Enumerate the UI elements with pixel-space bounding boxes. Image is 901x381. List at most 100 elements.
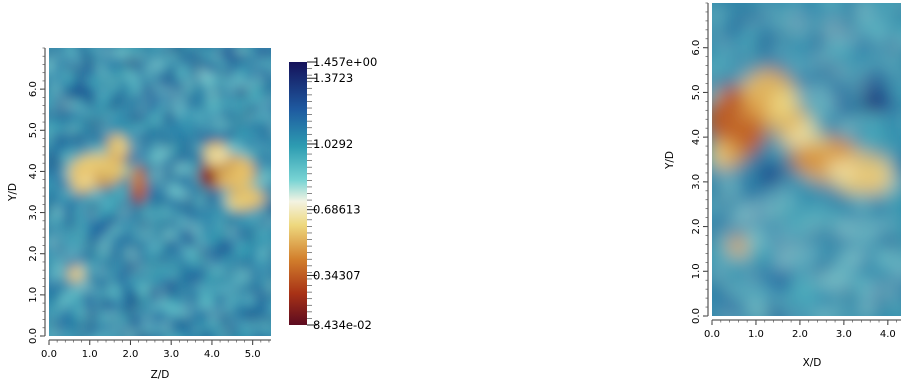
field-cell <box>129 163 135 169</box>
field-cell <box>84 68 90 74</box>
field-cell <box>868 9 875 16</box>
field-cell <box>772 27 779 34</box>
field-cell <box>844 75 851 82</box>
field-cell <box>796 189 803 196</box>
field-cell <box>149 103 155 109</box>
field-cell <box>234 213 240 219</box>
field-cell <box>254 123 260 129</box>
field-cell <box>139 138 145 144</box>
field-cell <box>124 298 130 304</box>
field-cell <box>269 88 271 94</box>
field-cell <box>862 33 869 40</box>
field-cell <box>862 129 869 136</box>
field-cell <box>234 98 240 104</box>
field-cell <box>199 318 205 324</box>
field-cell <box>204 103 210 109</box>
field-cell <box>49 83 55 89</box>
field-cell <box>259 143 265 149</box>
field-cell <box>179 98 185 104</box>
field-cell <box>159 278 165 284</box>
field-feature-detail <box>718 156 737 170</box>
field-cell <box>134 93 140 99</box>
field-cell <box>69 313 75 319</box>
field-cell <box>209 188 215 194</box>
field-cell <box>814 99 821 106</box>
field-cell <box>109 288 115 294</box>
field-cell <box>264 238 270 244</box>
field-cell <box>712 3 719 10</box>
field-cell <box>254 263 260 269</box>
field-cell <box>134 133 140 139</box>
field-cell <box>124 328 130 334</box>
field-cell <box>234 293 240 299</box>
field-cell <box>898 303 901 310</box>
field-cell <box>184 268 190 274</box>
x-tick-label: 1.0 <box>748 329 764 340</box>
field-cell <box>772 39 779 46</box>
field-cell <box>144 78 150 84</box>
field-cell <box>724 45 731 52</box>
field-cell <box>898 243 901 250</box>
field-cell <box>832 105 839 112</box>
field-cell <box>54 118 60 124</box>
field-cell <box>244 208 250 214</box>
field-cell <box>766 135 773 142</box>
field-cell <box>259 233 265 239</box>
field-cell <box>838 135 845 142</box>
field-cell <box>174 268 180 274</box>
field-cell <box>154 48 160 49</box>
field-cell <box>209 63 215 69</box>
field-cell <box>269 243 271 249</box>
field-cell <box>124 288 130 294</box>
field-cell <box>109 233 115 239</box>
field-cell <box>194 63 200 69</box>
field-cell <box>134 303 140 309</box>
field-cell <box>249 318 255 324</box>
field-cell <box>49 103 55 109</box>
field-cell <box>84 133 90 139</box>
field-cell <box>269 323 271 329</box>
field-cell <box>164 203 170 209</box>
field-cell <box>64 223 70 229</box>
field-feature-detail <box>743 75 764 111</box>
field-cell <box>94 188 100 194</box>
field-cell <box>712 165 719 172</box>
field-cell <box>219 243 225 249</box>
field-cell <box>164 273 170 279</box>
field-cell <box>264 173 270 179</box>
field-cell <box>204 283 210 289</box>
field-cell <box>736 183 743 190</box>
field-cell <box>119 178 125 184</box>
field-cell <box>844 255 851 262</box>
field-cell <box>134 238 140 244</box>
field-cell <box>838 75 845 82</box>
field-cell <box>269 113 271 119</box>
field-cell <box>179 293 185 299</box>
field-cell <box>844 195 851 202</box>
field-cell <box>114 98 120 104</box>
field-cell <box>199 293 205 299</box>
field-cell <box>249 58 255 64</box>
field-cell <box>754 195 761 202</box>
field-cell <box>69 213 75 219</box>
field-cell <box>169 138 175 144</box>
field-cell <box>69 323 75 329</box>
field-cell <box>856 3 863 10</box>
x-tick-label: 3.0 <box>836 329 852 340</box>
field-cell <box>766 321 773 328</box>
field-cell <box>109 333 115 336</box>
field-cell <box>74 68 80 74</box>
field-cell <box>838 111 845 118</box>
field-cell <box>778 69 785 76</box>
field-cell <box>134 288 140 294</box>
field-cell <box>204 118 210 124</box>
field-cell <box>832 219 839 226</box>
field-cell <box>179 218 185 224</box>
field-cell <box>868 27 875 34</box>
field-cell <box>74 328 80 334</box>
field-cell <box>129 253 135 259</box>
field-cell <box>748 225 755 232</box>
field-cell <box>754 159 761 166</box>
field-cell <box>850 99 857 106</box>
field-cell <box>119 333 125 336</box>
